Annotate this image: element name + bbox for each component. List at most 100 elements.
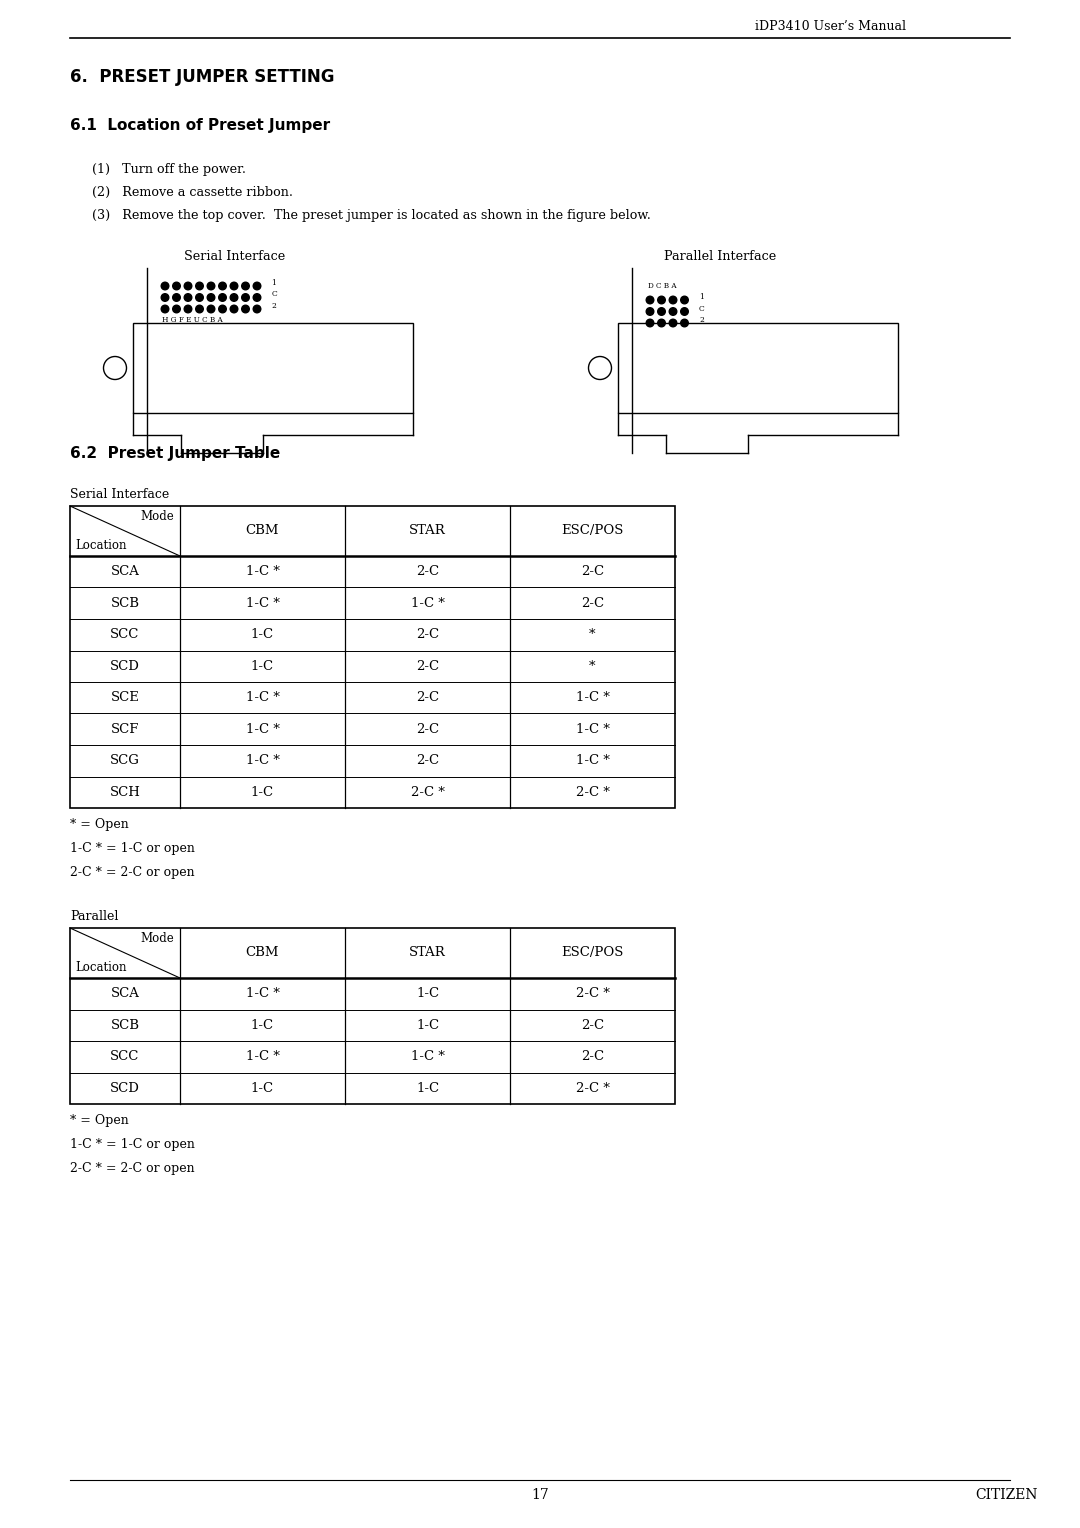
Circle shape [658, 319, 665, 327]
Circle shape [185, 283, 192, 290]
Text: 1-C *: 1-C * [245, 755, 280, 767]
Circle shape [161, 293, 168, 301]
Text: 2-C: 2-C [581, 1019, 604, 1031]
Text: 1-C *: 1-C * [576, 691, 609, 704]
Circle shape [670, 296, 677, 304]
Text: STAR: STAR [409, 524, 446, 538]
Circle shape [680, 307, 688, 315]
Text: 1-C: 1-C [416, 1019, 440, 1031]
Text: 2-C *: 2-C * [410, 785, 445, 799]
Text: SCD: SCD [110, 1082, 140, 1094]
Circle shape [230, 306, 238, 313]
Text: Serial Interface: Serial Interface [70, 487, 170, 501]
Text: 2-C *: 2-C * [576, 1082, 609, 1094]
Text: 1-C: 1-C [251, 660, 274, 672]
Circle shape [242, 306, 249, 313]
Text: SCG: SCG [110, 755, 140, 767]
Circle shape [658, 296, 665, 304]
Text: (2)   Remove a cassette ribbon.: (2) Remove a cassette ribbon. [92, 186, 293, 199]
Circle shape [207, 293, 215, 301]
Text: 2-C: 2-C [581, 565, 604, 578]
Circle shape [218, 293, 227, 301]
Text: SCC: SCC [110, 1050, 139, 1063]
Circle shape [185, 293, 192, 301]
Text: *: * [590, 628, 596, 642]
Circle shape [670, 307, 677, 315]
Text: 2-C: 2-C [581, 597, 604, 610]
Text: (1)   Turn off the power.: (1) Turn off the power. [92, 163, 246, 176]
Text: 6.  PRESET JUMPER SETTING: 6. PRESET JUMPER SETTING [70, 69, 335, 86]
Text: 1-C: 1-C [251, 1019, 274, 1031]
Text: 6.1  Location of Preset Jumper: 6.1 Location of Preset Jumper [70, 118, 330, 133]
Circle shape [173, 283, 180, 290]
Text: 1-C: 1-C [416, 987, 440, 1001]
Text: 6.2  Preset Jumper Table: 6.2 Preset Jumper Table [70, 446, 280, 461]
Circle shape [230, 283, 238, 290]
Text: 1-C *: 1-C * [245, 723, 280, 736]
Text: SCB: SCB [110, 1019, 139, 1031]
Bar [70, 927, 675, 1105]
Text: 1-C *: 1-C * [410, 1050, 445, 1063]
Text: ESC/POS: ESC/POS [562, 524, 623, 538]
Circle shape [161, 306, 168, 313]
Text: Location: Location [75, 961, 126, 973]
Text: 2-C: 2-C [416, 660, 440, 672]
Bar [70, 506, 675, 808]
Circle shape [230, 293, 238, 301]
Text: *: * [590, 660, 596, 672]
Circle shape [242, 283, 249, 290]
Circle shape [173, 293, 180, 301]
Text: 1-C * = 1-C or open: 1-C * = 1-C or open [70, 842, 194, 856]
Text: 2-C *: 2-C * [576, 987, 609, 1001]
Text: SCA: SCA [110, 565, 139, 578]
Text: 2-C: 2-C [416, 755, 440, 767]
Text: 1-C *: 1-C * [245, 691, 280, 704]
Text: 1-C *: 1-C * [576, 723, 609, 736]
Circle shape [218, 283, 227, 290]
Text: 2-C *: 2-C * [576, 785, 609, 799]
Circle shape [680, 319, 688, 327]
Text: SCE: SCE [110, 691, 139, 704]
Text: 1-C: 1-C [416, 1082, 440, 1094]
Circle shape [670, 319, 677, 327]
Circle shape [253, 293, 260, 301]
Circle shape [242, 293, 249, 301]
Text: 1: 1 [271, 280, 276, 287]
Circle shape [195, 283, 203, 290]
Circle shape [253, 306, 260, 313]
Text: SCF: SCF [111, 723, 139, 736]
Text: 17: 17 [531, 1488, 549, 1502]
Text: SCC: SCC [110, 628, 139, 642]
Text: 1-C *: 1-C * [245, 597, 280, 610]
Text: C: C [271, 290, 278, 298]
Circle shape [195, 293, 203, 301]
Circle shape [173, 306, 180, 313]
Text: 1-C * = 1-C or open: 1-C * = 1-C or open [70, 1138, 194, 1151]
Text: 1-C *: 1-C * [245, 565, 280, 578]
Text: STAR: STAR [409, 946, 446, 960]
Text: 1: 1 [699, 293, 704, 301]
Text: ESC/POS: ESC/POS [562, 946, 623, 960]
Text: 2-C: 2-C [416, 691, 440, 704]
Circle shape [161, 283, 168, 290]
Text: Parallel: Parallel [70, 911, 119, 923]
Text: iDP3410 User’s Manual: iDP3410 User’s Manual [755, 20, 906, 34]
Text: 1-C *: 1-C * [245, 1050, 280, 1063]
Circle shape [185, 306, 192, 313]
Text: 2: 2 [699, 316, 704, 324]
Text: SCH: SCH [109, 785, 140, 799]
Text: SCD: SCD [110, 660, 140, 672]
Text: 2-C: 2-C [581, 1050, 604, 1063]
Text: 1-C *: 1-C * [576, 755, 609, 767]
Text: (3)   Remove the top cover.  The preset jumper is located as shown in the figure: (3) Remove the top cover. The preset jum… [92, 209, 651, 222]
Text: 2-C * = 2-C or open: 2-C * = 2-C or open [70, 1161, 194, 1175]
Text: H G F E U C B A: H G F E U C B A [162, 316, 222, 324]
Text: 2-C * = 2-C or open: 2-C * = 2-C or open [70, 866, 194, 879]
Text: 1-C *: 1-C * [410, 597, 445, 610]
Text: CBM: CBM [246, 524, 280, 538]
Circle shape [680, 296, 688, 304]
Text: * = Open: * = Open [70, 817, 129, 831]
Circle shape [207, 283, 215, 290]
Text: 2-C: 2-C [416, 723, 440, 736]
Circle shape [207, 306, 215, 313]
